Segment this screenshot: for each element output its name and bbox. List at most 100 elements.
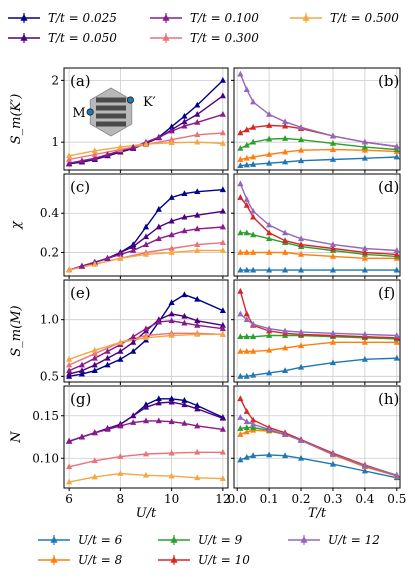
marker-left-3-4-1 [91, 473, 98, 480]
marker-left-3-2-0 [66, 437, 73, 444]
ytick-label-1-1: 0.4 [40, 206, 59, 220]
marker-left-0-2-5 [130, 143, 137, 150]
marker-right-1-4-7 [361, 245, 368, 251]
marker-left-1-2-1 [78, 262, 85, 269]
marker-left-3-1-6 [142, 403, 150, 410]
marker-left-3-2-1 [78, 433, 85, 440]
marker-left-0-3-1 [91, 151, 98, 157]
panel-right-0 [231, 67, 401, 173]
marker-left-0-2-0 [66, 159, 73, 166]
legend-bottom-label-3: U/t = 10 [198, 553, 250, 567]
marker-left-2-4-4 [168, 332, 175, 338]
marker-left-2-2-3 [104, 348, 111, 354]
ytick-label-0-1: 2 [51, 73, 59, 87]
marker-right-2-4-2 [250, 320, 257, 327]
marker-right-0-0-1 [243, 161, 250, 168]
legend-bottom-label-2: U/t = 9 [198, 533, 243, 547]
marker-left-3-1-7 [155, 399, 162, 406]
inset-hexagon [89, 87, 133, 137]
marker-right-1-1-7 [361, 254, 368, 261]
marker-left-3-4-3 [142, 471, 150, 478]
marker-right-1-4-6 [329, 241, 337, 247]
marker-left-2-2-2 [91, 354, 98, 361]
marker-left-3-0-7 [155, 395, 162, 402]
inset-label-m: M [72, 106, 85, 121]
legend-top-label-2: T/t = 0.100 [190, 11, 259, 25]
marker-left-3-3-6 [219, 448, 226, 455]
marker-right-3-2-2 [250, 424, 257, 431]
panel-label-left-0: (a) [70, 72, 91, 90]
marker-right-2-4-0 [237, 310, 244, 317]
panel-label-right-0: (b) [378, 72, 399, 90]
marker-left-2-0-10 [194, 295, 201, 302]
marker-right-2-0-6 [329, 359, 337, 366]
marker-right-1-3-6 [329, 245, 337, 251]
marker-right-0-2-6 [329, 140, 337, 146]
legend-bottom-label-0: U/t = 6 [78, 533, 123, 547]
marker-right-1-0-2 [250, 266, 257, 273]
marker-left-1-2-4 [117, 251, 124, 257]
marker-right-1-1-2 [250, 249, 257, 255]
marker-left-3-3-0 [66, 463, 73, 470]
marker-right-2-2-1 [243, 333, 250, 340]
marker-right-0-2-0 [237, 144, 244, 151]
marker-left-1-4-6 [219, 247, 226, 253]
marker-right-3-3-1 [243, 408, 250, 414]
marker-left-2-0-3 [104, 361, 111, 368]
marker-right-1-1-0 [237, 249, 244, 255]
marker-right-1-0-1 [243, 266, 250, 273]
marker-right-3-0-4 [282, 452, 289, 459]
marker-left-1-2-3 [104, 254, 111, 261]
marker-right-0-2-4 [282, 135, 289, 141]
marker-right-2-4-4 [282, 327, 289, 334]
marker-right-0-2-1 [243, 141, 250, 148]
legend-top-marker-0 [20, 14, 28, 21]
marker-right-2-0-4 [282, 367, 289, 374]
inset-point-m [86, 108, 94, 116]
marker-right-1-3-3 [266, 229, 273, 236]
marker-right-2-1-5 [297, 342, 305, 349]
inset-stripe-1 [96, 105, 126, 111]
marker-left-1-2-8 [168, 231, 175, 238]
marker-right-3-4-8 [393, 471, 400, 478]
series-line-right-0-0 [240, 156, 397, 167]
marker-left-0-2-2 [91, 154, 98, 161]
marker-left-0-2-8 [168, 127, 175, 134]
marker-right-2-4-8 [393, 332, 400, 338]
xtick-label-right-5: 0.5 [387, 492, 406, 506]
marker-right-0-1-0 [237, 156, 244, 162]
marker-left-0-2-11 [219, 110, 226, 117]
series-line-left-1-1 [68, 210, 224, 271]
marker-left-3-1-10 [194, 405, 201, 412]
marker-left-1-4-4 [168, 249, 175, 255]
marker-right-0-2-3 [266, 135, 273, 142]
marker-right-2-1-2 [250, 348, 257, 354]
marker-left-1-4-5 [194, 247, 201, 253]
marker-right-2-0-0 [237, 372, 244, 379]
marker-left-1-0-9 [181, 190, 188, 196]
marker-right-2-2-3 [266, 332, 273, 338]
marker-right-1-3-2 [250, 213, 257, 220]
marker-right-2-1-1 [243, 348, 250, 354]
xlabel-right: T/t [308, 506, 327, 521]
panel-label-left-3: (g) [70, 390, 91, 408]
marker-left-2-3-0 [66, 361, 73, 368]
marker-left-3-2-3 [104, 425, 111, 432]
marker-right-1-4-8 [393, 247, 400, 253]
marker-right-3-4-4 [282, 431, 289, 437]
marker-right-1-1-3 [266, 249, 273, 255]
panel-label-left-1: (c) [70, 178, 90, 196]
marker-left-2-1-10 [194, 317, 201, 324]
marker-left-0-4-2 [117, 143, 124, 150]
series-line-right-2-1 [240, 341, 397, 353]
marker-right-0-0-8 [393, 153, 400, 160]
marker-left-2-4-3 [142, 334, 150, 341]
marker-right-2-1-3 [266, 346, 273, 353]
legend-bottom-marker-1 [50, 556, 58, 563]
marker-left-1-3-6 [219, 239, 226, 246]
marker-right-3-2-0 [237, 425, 244, 431]
marker-left-3-3-2 [117, 453, 124, 459]
marker-left-2-2-0 [66, 367, 73, 374]
marker-left-3-0-9 [181, 397, 188, 403]
marker-left-1-2-9 [181, 227, 188, 234]
